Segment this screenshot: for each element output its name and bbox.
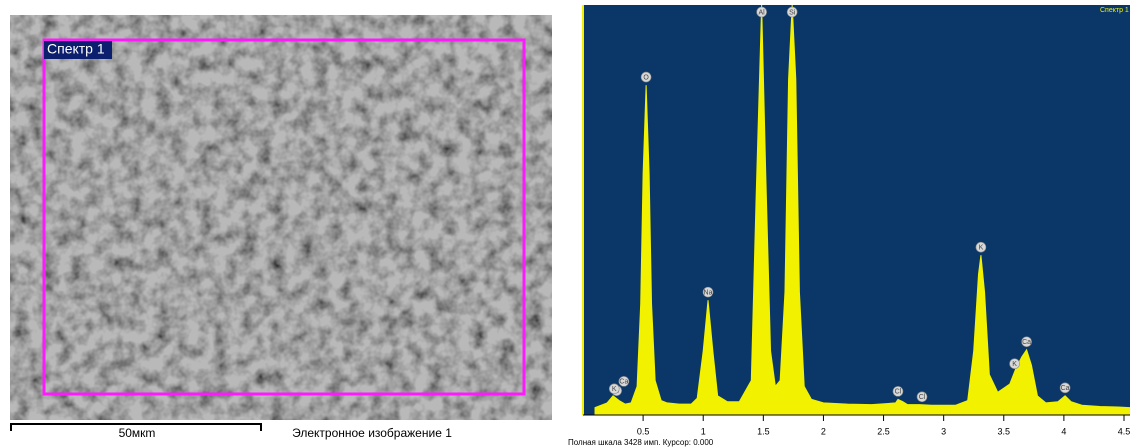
element-label: O bbox=[643, 74, 649, 81]
x-tick-label: 3 bbox=[941, 426, 946, 436]
element-label: Cl bbox=[919, 394, 926, 401]
x-tick-label: 4 bbox=[1061, 426, 1066, 436]
element-label: Si bbox=[789, 9, 796, 16]
region-label: Спектр 1 bbox=[47, 41, 105, 57]
screenshot: Спектр 1 50мкm Электронное изображение 1… bbox=[0, 0, 1134, 447]
x-tick-label: 2.5 bbox=[877, 426, 890, 436]
x-tick-label: 1 bbox=[701, 426, 706, 436]
x-tick-label: 4.5 bbox=[1118, 426, 1131, 436]
element-label: Ca bbox=[1022, 339, 1031, 346]
plot-background bbox=[583, 5, 1130, 415]
scale-bar-label: 50мкm bbox=[119, 426, 156, 440]
micrograph: Спектр 1 50мкm Электронное изображение 1 bbox=[10, 15, 552, 440]
sem-image bbox=[10, 15, 552, 420]
x-tick-label: 3.5 bbox=[998, 426, 1011, 436]
x-tick-label: 2 bbox=[821, 426, 826, 436]
element-label: K bbox=[612, 386, 617, 393]
element-label: Ca bbox=[1061, 385, 1070, 392]
x-tick-label: 0.5 bbox=[637, 426, 650, 436]
element-label: Cl bbox=[895, 389, 902, 396]
element-label: K bbox=[1012, 361, 1017, 368]
element-label: Na bbox=[704, 289, 713, 296]
element-label: Ca bbox=[619, 379, 628, 386]
footer: Полная шкала 3428 имп. Курсор: 0.000 bbox=[568, 438, 714, 447]
element-label: Al bbox=[759, 9, 766, 16]
image-caption: Электронное изображение 1 bbox=[292, 426, 452, 440]
x-tick-label: 1.5 bbox=[757, 426, 770, 436]
chart-title: Спектр 1 bbox=[1100, 7, 1129, 14]
element-label: K bbox=[979, 245, 984, 252]
page: {"micrograph": {"region_label": "Спектр … bbox=[0, 0, 1134, 447]
spectrum: Спектр 10.511.522.533.544.5CKCaONaAlSiCl… bbox=[583, 5, 1130, 436]
